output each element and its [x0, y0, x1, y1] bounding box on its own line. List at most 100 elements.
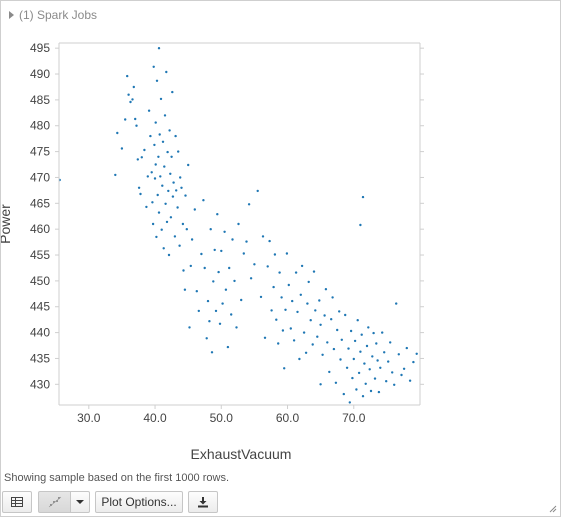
data-point [342, 392, 345, 396]
plot-options-button[interactable]: Plot Options... [95, 491, 183, 513]
data-point [187, 163, 190, 167]
data-point [134, 117, 137, 121]
data-point [208, 320, 211, 323]
data-point [131, 98, 134, 101]
data-point [353, 339, 357, 343]
chart-view-button[interactable] [38, 491, 71, 513]
data-point [150, 171, 153, 174]
data-point [334, 381, 338, 384]
data-point [167, 253, 171, 257]
data-point [261, 235, 265, 238]
data-point [247, 203, 251, 206]
y-tick-label: 490 [30, 67, 50, 81]
y-tick-label: 470 [30, 170, 50, 184]
data-point [369, 389, 373, 393]
data-point [312, 270, 316, 273]
data-point [338, 310, 341, 313]
x-axis: 30.0 40.0 50.0 60.0 70.0 [59, 42, 420, 425]
data-point [237, 222, 240, 226]
data-point [352, 357, 355, 361]
table-view-button[interactable] [2, 491, 32, 513]
data-point [367, 326, 370, 329]
chart-type-dropdown[interactable] [71, 491, 90, 513]
data-point [184, 194, 187, 197]
x-tick-label: 70.0 [342, 411, 366, 425]
y-tick-label: 430 [30, 377, 50, 391]
data-point [242, 252, 245, 255]
data-point [408, 379, 412, 382]
data-point [397, 353, 400, 356]
x-tick-label: 60.0 [276, 411, 300, 425]
table-icon [11, 497, 23, 507]
data-point [323, 314, 326, 317]
data-point [151, 222, 155, 226]
spark-jobs-toggle[interactable]: (1) Spark Jobs [9, 7, 97, 23]
data-point [287, 283, 290, 287]
data-point [235, 326, 238, 329]
data-point [339, 358, 342, 361]
y-tick-label: 450 [30, 274, 50, 288]
plot-area [58, 47, 418, 404]
data-point [124, 118, 127, 121]
data-point [395, 302, 398, 305]
data-point [314, 309, 317, 312]
data-point [180, 186, 183, 189]
data-point [249, 277, 253, 280]
data-point [169, 216, 173, 219]
data-point [311, 343, 314, 346]
data-point [309, 319, 312, 322]
y-tick-label: 475 [30, 145, 50, 159]
data-point [326, 341, 329, 344]
y-tick-label: 495 [30, 41, 50, 55]
data-point [302, 331, 306, 334]
data-point [415, 352, 418, 355]
data-point [356, 319, 359, 322]
data-point [319, 323, 322, 326]
data-point [253, 263, 256, 266]
y-tick-label: 440 [30, 326, 50, 340]
resize-handle-icon[interactable] [549, 505, 557, 513]
data-point [285, 252, 289, 255]
data-point [377, 390, 381, 394]
data-point [172, 181, 175, 184]
data-point [166, 150, 169, 154]
data-point [157, 155, 160, 158]
data-point [351, 376, 354, 380]
data-point [151, 201, 154, 204]
data-point [214, 309, 218, 313]
data-point [284, 308, 287, 311]
data-point [218, 322, 222, 325]
data-point [272, 285, 275, 289]
data-point [162, 247, 165, 250]
data-point [321, 353, 324, 356]
data-point [152, 65, 155, 69]
data-point [153, 143, 156, 147]
data-point [175, 189, 178, 192]
data-point [114, 173, 117, 177]
y-tick-label: 460 [30, 222, 50, 236]
y-tick-label: 445 [30, 300, 50, 314]
data-point [156, 193, 159, 197]
sample-status-text: Showing sample based on the first 1000 r… [4, 472, 230, 484]
data-point [233, 279, 236, 283]
download-button[interactable] [188, 491, 218, 513]
data-point [176, 206, 179, 209]
data-point [387, 360, 390, 363]
data-point [393, 383, 396, 386]
data-point [169, 172, 172, 175]
data-point [364, 382, 367, 385]
data-point [299, 293, 302, 296]
data-point [372, 331, 375, 335]
data-point [200, 252, 203, 256]
data-point [153, 177, 157, 180]
data-point [231, 238, 234, 241]
x-tick-label: 40.0 [143, 411, 167, 425]
data-point [371, 355, 374, 358]
x-tick-label: 30.0 [77, 411, 101, 425]
data-point [165, 70, 168, 74]
data-point [291, 299, 294, 303]
data-point [226, 345, 230, 349]
data-point [307, 280, 310, 284]
data-point [331, 296, 334, 299]
